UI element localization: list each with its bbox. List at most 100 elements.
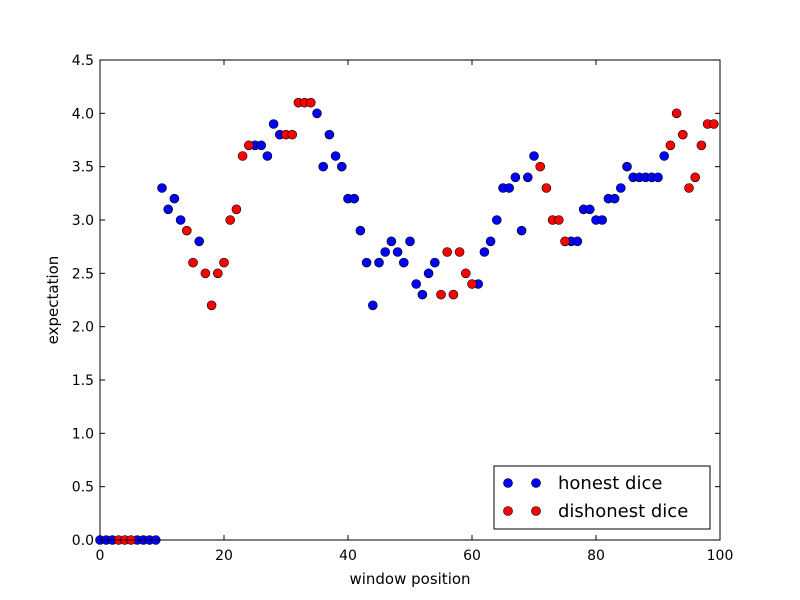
dishonest-dice-point (708, 119, 719, 129)
dishonest-dice-point (553, 215, 564, 225)
dishonest-dice-point (213, 268, 223, 279)
legend-marker-dishonest (503, 506, 513, 516)
y-tick-label: 0.5 (72, 480, 94, 496)
honest-dice-point (398, 257, 409, 268)
x-axis-label: window position (349, 570, 470, 588)
honest-dice-point (479, 247, 490, 257)
honest-dice-point (572, 236, 583, 247)
honest-dice-point (374, 257, 384, 268)
honest-dice-point (529, 151, 539, 161)
x-tick-label: 40 (339, 548, 357, 564)
honest-dice-point (504, 183, 515, 193)
honest-dice-point (653, 172, 663, 183)
honest-dice-point (157, 183, 167, 193)
dishonest-dice-point (237, 151, 248, 161)
x-tick-label: 80 (587, 548, 605, 564)
honest-dice-point (659, 151, 670, 161)
honest-dice-point (318, 161, 329, 172)
honest-dice-point (485, 236, 496, 247)
honest-dice-point (522, 172, 533, 183)
honest-dice-point (491, 215, 502, 225)
dishonest-dice-point (219, 257, 229, 268)
data-points (95, 97, 719, 545)
x-tick-label: 0 (96, 548, 105, 564)
dishonest-dice-point (696, 140, 707, 151)
legend-box (493, 465, 711, 530)
legend-label-dishonest: dishonest dice (558, 501, 688, 522)
honest-dice-point (194, 236, 204, 247)
honest-dice-point (349, 193, 360, 204)
honest-dice-point (355, 225, 366, 236)
honest-dice-point (324, 129, 335, 140)
x-tick-label: 100 (707, 548, 734, 564)
honest-dice-point (163, 204, 173, 215)
honest-dice-point (417, 289, 428, 300)
honest-dice-point (584, 204, 595, 215)
honest-dice-point (262, 151, 273, 161)
dishonest-dice-point (677, 129, 688, 140)
legend-label-honest: honest dice (558, 473, 662, 494)
dishonest-dice-point (287, 129, 298, 140)
dishonest-dice-point (182, 225, 192, 236)
dishonest-dice-point (454, 247, 465, 257)
x-tick-label: 60 (463, 548, 481, 564)
dishonest-dice-point (448, 289, 459, 300)
x-tick-label: 20 (215, 548, 233, 564)
dishonest-dice-point (690, 172, 701, 183)
honest-dice-point (615, 183, 626, 193)
dishonest-dice-point (467, 279, 477, 289)
dishonest-dice-point (684, 183, 694, 193)
honest-dice-point (411, 279, 422, 289)
honest-dice-point (175, 215, 186, 225)
honest-dice-point (423, 268, 434, 279)
honest-dice-point (405, 236, 415, 247)
honest-dice-point (597, 215, 608, 225)
honest-dice-point (429, 257, 440, 268)
y-tick-label: 2.5 (72, 266, 94, 282)
dishonest-dice-point (535, 161, 546, 172)
y-tick-label: 3.0 (72, 213, 94, 229)
honest-dice-point (336, 161, 347, 172)
legend-marker-honest (503, 478, 513, 488)
dishonest-dice-point (231, 204, 242, 215)
dishonest-dice-point (671, 108, 682, 119)
dishonest-dice-point (200, 268, 211, 279)
honest-dice-point (330, 151, 341, 161)
y-axis-label: expectation (44, 256, 62, 345)
axis-ticks: 0 20 40 60 80 100 0.0 0.5 1.0 1.5 2.0 2.5 3.0 3.5 4.0 4… (72, 53, 734, 564)
y-tick-label: 2.0 (72, 320, 94, 336)
dishonest-dice-point (305, 97, 316, 108)
y-tick-label: 3.5 (72, 160, 94, 176)
honest-dice-point (312, 108, 322, 119)
dishonest-dice-point (225, 215, 235, 225)
y-tick-label: 1.5 (72, 373, 94, 389)
honest-dice-point (380, 247, 391, 257)
dishonest-dice-point (442, 247, 453, 257)
honest-dice-point (268, 119, 279, 129)
honest-dice-point (392, 247, 403, 257)
honest-dice-point (622, 161, 632, 172)
honest-dice-point (169, 193, 180, 204)
legend: honest dice dishonest dice (493, 465, 711, 530)
plot-frame (99, 59, 721, 541)
y-tick-label: 0.0 (72, 533, 94, 549)
honest-dice-point (256, 140, 267, 151)
legend-marker-dishonest (531, 506, 541, 516)
dishonest-dice-point (436, 289, 446, 300)
y-tick-label: 4.5 (72, 53, 94, 69)
y-tick-label: 1.0 (72, 426, 94, 442)
honest-dice-point (367, 300, 378, 311)
dishonest-dice-point (206, 300, 217, 311)
dishonest-dice-point (665, 140, 676, 151)
honest-dice-point (510, 172, 521, 183)
dishonest-dice-point (560, 236, 570, 247)
legend-marker-honest (531, 478, 541, 488)
y-tick-label: 4.0 (72, 106, 94, 122)
dishonest-dice-point (460, 268, 471, 279)
honest-dice-point (516, 225, 527, 236)
honest-dice-point (361, 257, 372, 268)
dishonest-dice-point (244, 140, 254, 151)
dishonest-dice-point (188, 257, 198, 268)
honest-dice-point (386, 236, 397, 247)
